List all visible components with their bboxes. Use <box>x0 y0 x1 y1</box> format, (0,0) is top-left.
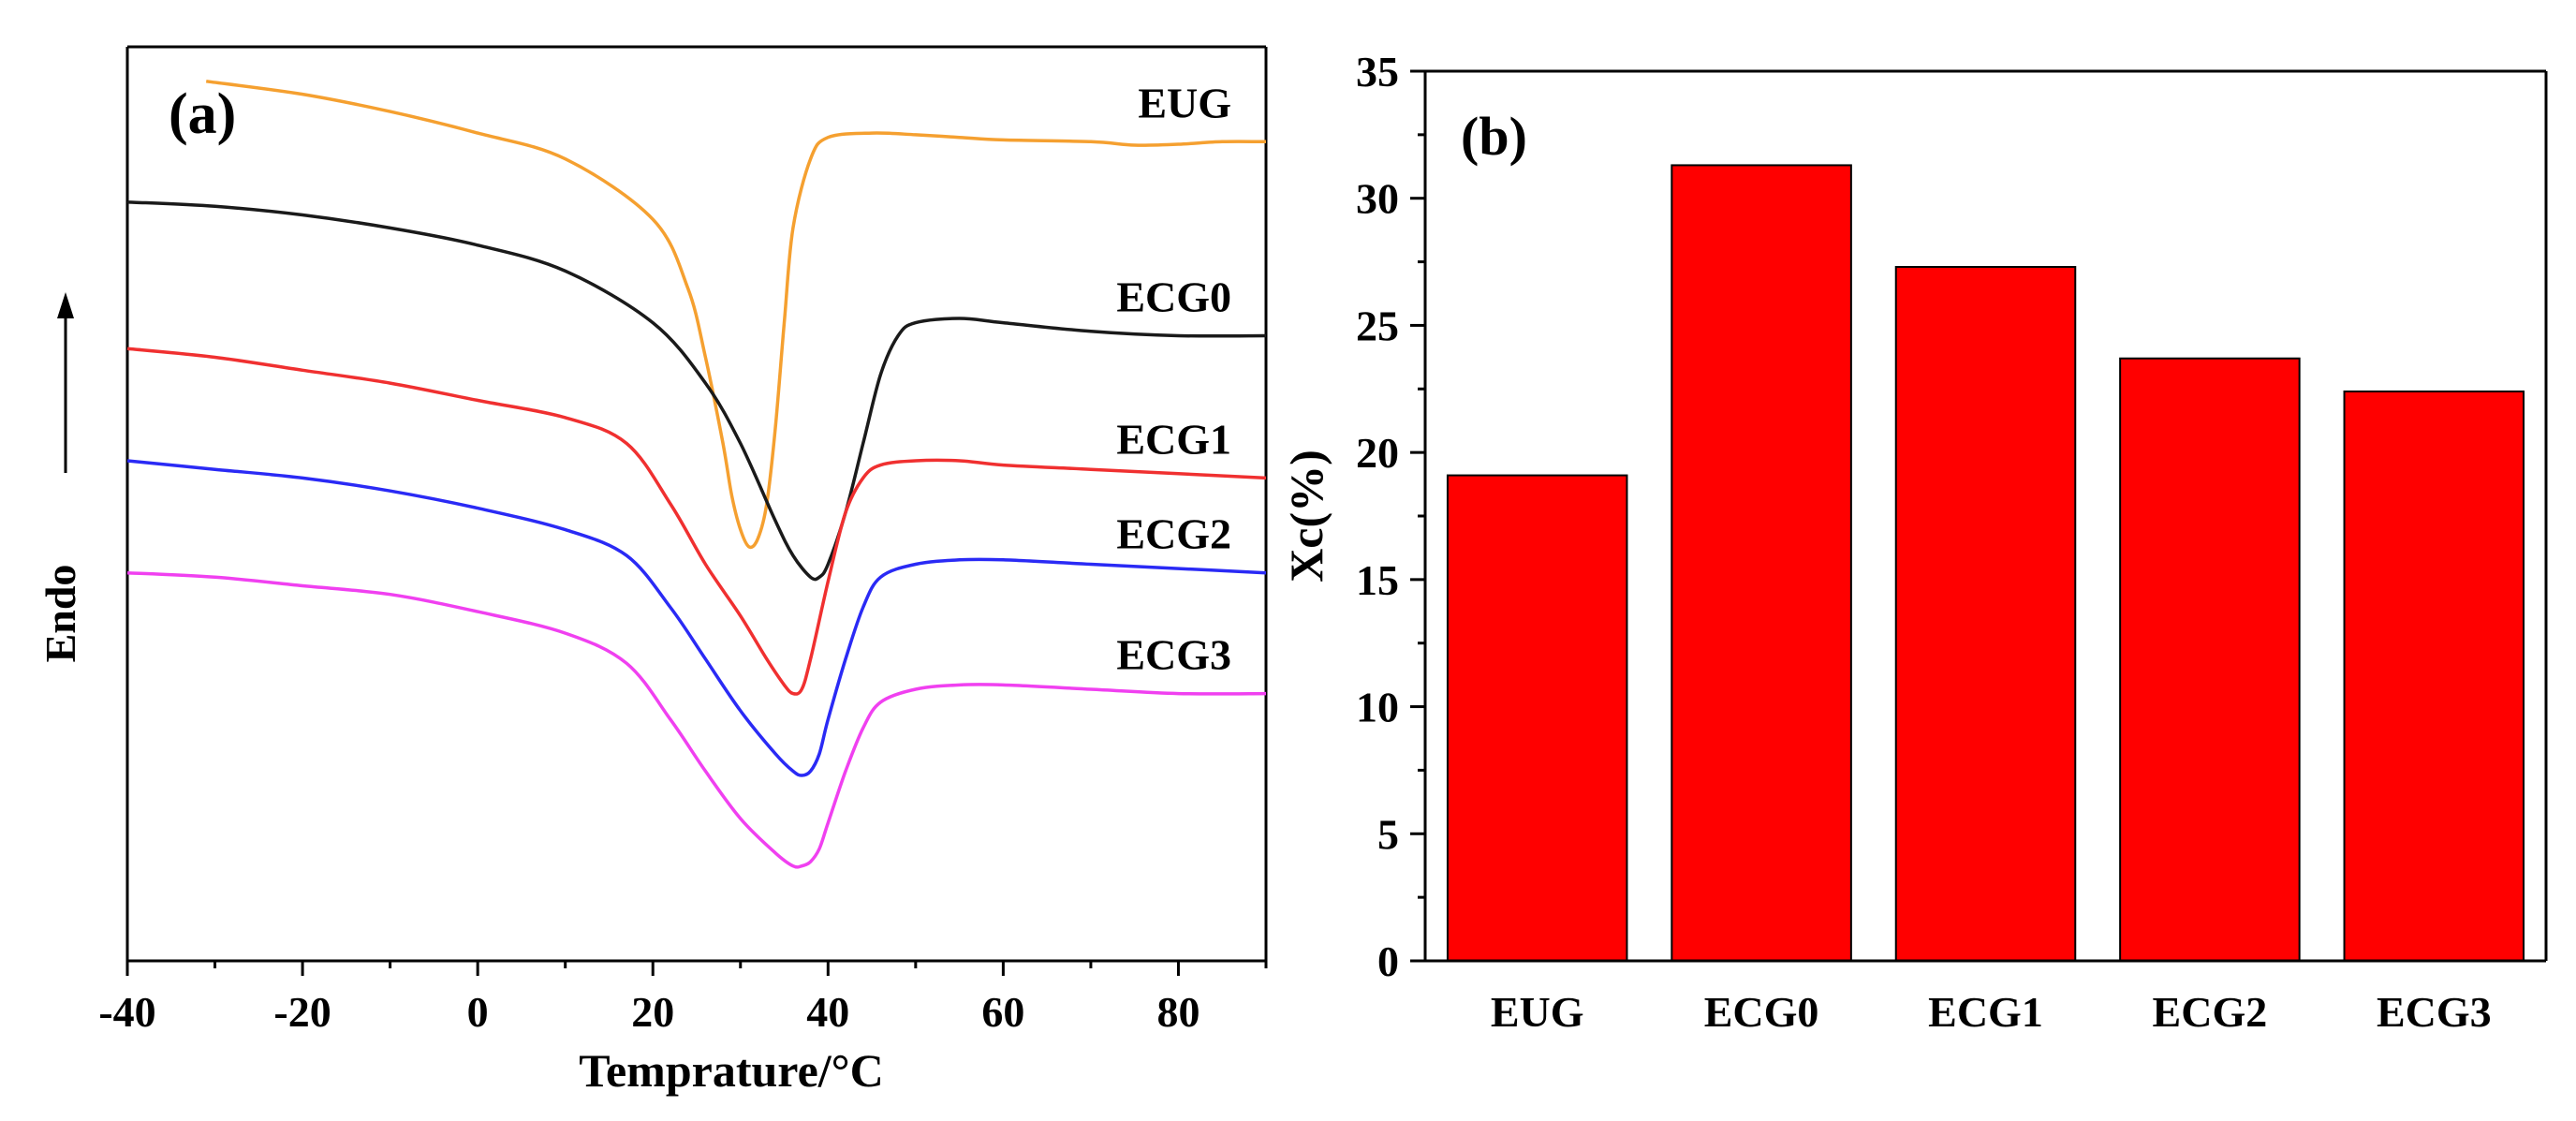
curve-eug <box>205 80 1267 550</box>
y-tick-label: 20 <box>1356 429 1399 477</box>
bar-ecg3 <box>2343 391 2525 962</box>
y-tick-label: 35 <box>1356 48 1399 96</box>
bar-ecg2 <box>2119 357 2301 962</box>
category-label-ecg1: ECG1 <box>1928 988 2043 1036</box>
panel-b-label: (b) <box>1461 106 1527 167</box>
curve-ecg3 <box>126 570 1267 869</box>
bar-eug <box>1446 474 1628 963</box>
y-tick-label: 15 <box>1356 556 1399 604</box>
y-tick-label: 5 <box>1377 810 1399 858</box>
y-tick-label: 25 <box>1356 302 1399 349</box>
curve-label-ecg1: ECG1 <box>1116 415 1231 463</box>
x-tick-label: 20 <box>631 988 674 1036</box>
curve-label-ecg0: ECG0 <box>1116 273 1231 320</box>
crystallinity-bar-panel: 0 5 10 15 20 25 30 35 EUG ECG0 ECG1 ECG2 ECG3 (b) X… <box>1280 48 2548 1036</box>
category-label-ecg2: ECG2 <box>2153 988 2268 1036</box>
panel-b-y-ticks <box>1410 69 1425 963</box>
x-tick-label: 40 <box>806 988 849 1036</box>
y-tick-label: 0 <box>1377 937 1399 985</box>
curve-label-ecg2: ECG2 <box>1116 510 1231 558</box>
panel-b-bars <box>1446 164 2525 963</box>
y-tick-label: 10 <box>1356 684 1399 731</box>
curve-label-eug: EUG <box>1138 79 1231 126</box>
panel-b-category-labels: EUG ECG0 ECG1 ECG2 ECG3 <box>1491 988 2492 1036</box>
category-label-eug: EUG <box>1491 988 1584 1036</box>
x-tick-label: -20 <box>273 988 331 1036</box>
category-label-ecg3: ECG3 <box>2377 988 2492 1036</box>
panel-b-y-tick-labels: 0 5 10 15 20 25 30 35 <box>1356 48 1399 985</box>
panel-a-x-axis-title: Temprature/°C <box>579 1044 884 1097</box>
panel-a-label: (a) <box>169 82 236 146</box>
curve-ecg1 <box>126 347 1267 696</box>
bar-ecg0 <box>1671 164 1852 962</box>
panel-a-curve-labels: EUG ECG0 ECG1 ECG2 ECG3 <box>1116 79 1231 678</box>
x-tick-label: 60 <box>981 988 1024 1036</box>
curve-ecg0 <box>126 199 1267 582</box>
curve-label-ecg3: ECG3 <box>1116 631 1231 679</box>
panel-a-y-axis-title: Endo <box>37 565 84 663</box>
panel-a-curves <box>126 80 1267 869</box>
bar-ecg1 <box>1894 266 2077 962</box>
curve-ecg2 <box>126 459 1267 777</box>
panel-b-y-axis-title: Xc(%) <box>1280 450 1332 583</box>
category-label-ecg0: ECG0 <box>1704 988 1819 1036</box>
panel-a-x-ticks <box>125 961 1268 976</box>
x-tick-label: 0 <box>467 988 489 1036</box>
panel-a-x-tick-labels: -40 -20 0 20 40 60 80 <box>98 988 1200 1036</box>
endo-up-arrow <box>57 292 74 473</box>
x-tick-label: -40 <box>98 988 155 1036</box>
y-tick-label: 30 <box>1356 175 1399 223</box>
x-tick-label: 80 <box>1156 988 1200 1036</box>
